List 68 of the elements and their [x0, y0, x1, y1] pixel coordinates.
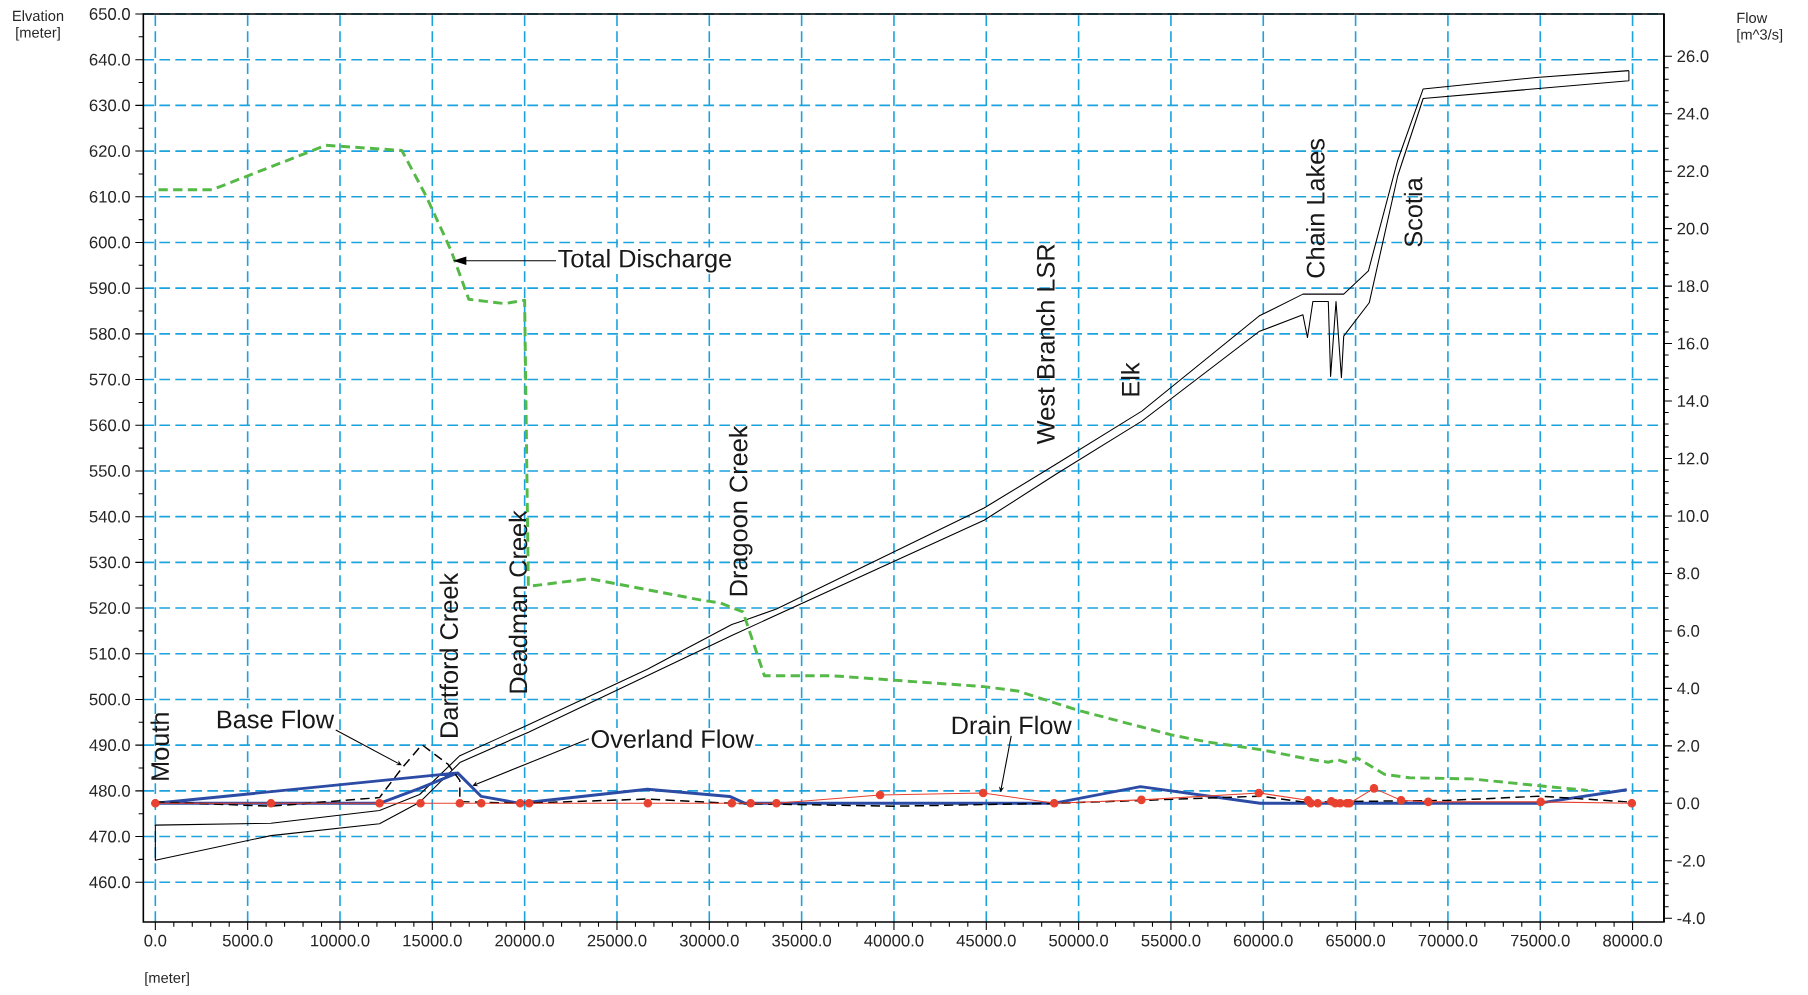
- y-tick-label: 610.0: [89, 190, 130, 203]
- y-tick-label: 460.0: [89, 876, 130, 889]
- y-tick-label: 510.0: [89, 647, 130, 660]
- y2-tick-label: 24.0: [1677, 107, 1709, 120]
- annotation: Deadman Creek: [508, 510, 528, 693]
- x-tick-label: 15000.0: [403, 934, 462, 947]
- annotation: Drain Flow: [952, 715, 1072, 735]
- annotation: Dartford Creek: [439, 572, 459, 737]
- y2-tick-label: 6.0: [1677, 625, 1700, 637]
- x-tick-label: 0.0: [144, 934, 167, 947]
- x-tick-label: 70000.0: [1418, 934, 1478, 947]
- y2-tick-label: 8.0: [1677, 567, 1700, 580]
- annotation: Dragoon Creek: [728, 425, 753, 596]
- y-tick-label: 650.0: [89, 8, 130, 20]
- x-tick-label: 40000.0: [864, 934, 924, 947]
- y2-tick-label: 14.0: [1677, 395, 1709, 407]
- x-tick-label: 75000.0: [1510, 934, 1570, 947]
- annotation: Base Flow: [217, 709, 335, 729]
- y-tick-label: 640.0: [89, 53, 130, 66]
- y2-tick-label: 20.0: [1677, 222, 1709, 235]
- y2-tick-label: 4.0: [1677, 682, 1700, 695]
- y-tick-label: 490.0: [89, 739, 130, 752]
- x-axis-title: [meter]: [145, 972, 189, 986]
- x-tick-label: 45000.0: [956, 934, 1016, 947]
- x-tick-label: 50000.0: [1049, 934, 1109, 947]
- y-tick-label: 480.0: [89, 784, 130, 797]
- x-tick-label: 20000.0: [495, 934, 555, 947]
- y-tick-label: 620.0: [89, 145, 130, 157]
- y-axis-title: Elvation [meter]: [13, 10, 64, 41]
- x-tick-label: 30000.0: [679, 934, 739, 947]
- y-tick-label: 560.0: [89, 419, 130, 432]
- y2-tick-label: 10.0: [1677, 510, 1709, 522]
- y-tick-label: 470.0: [89, 830, 130, 843]
- y-tick-label: 570.0: [89, 373, 130, 386]
- annotation: Chain Lakes: [1306, 138, 1325, 278]
- y-tick-label: 500.0: [89, 693, 130, 706]
- y-tick-label: 540.0: [89, 510, 130, 523]
- y2-tick-label: 16.0: [1677, 337, 1709, 350]
- x-tick-label: 35000.0: [772, 934, 832, 947]
- y-tick-label: 590.0: [89, 282, 130, 295]
- y2-tick-label: 22.0: [1677, 165, 1709, 178]
- y2-tick-label: 26.0: [1677, 50, 1709, 63]
- y-tick-label: 600.0: [89, 236, 130, 249]
- y2-tick-label: 2.0: [1677, 739, 1700, 752]
- y-tick-label: 630.0: [89, 99, 130, 112]
- annotation: Mouth: [150, 713, 170, 780]
- y2-tick-label: -2.0: [1677, 854, 1705, 867]
- y2-tick-label: -4.0: [1677, 912, 1705, 925]
- x-tick-label: 5000.0: [222, 934, 273, 947]
- x-tick-label: 60000.0: [1233, 934, 1293, 947]
- y-tick-label: 580.0: [89, 327, 130, 340]
- annotation: Overland Flow: [591, 729, 754, 749]
- y-tick-label: 530.0: [89, 556, 130, 569]
- x-tick-label: 65000.0: [1326, 934, 1386, 947]
- y-tick-label: 550.0: [89, 465, 130, 477]
- y-tick-label: 520.0: [89, 602, 130, 614]
- annotation: Total Discharge: [558, 248, 732, 273]
- y2-tick-label: 18.0: [1677, 280, 1709, 293]
- annotation: Elk: [1121, 362, 1140, 396]
- y2-axis-title: Flow [m^3/s]: [1737, 12, 1783, 43]
- x-tick-label: 25000.0: [587, 934, 647, 947]
- x-tick-label: 10000.0: [311, 934, 370, 947]
- annotation: Scotia: [1403, 177, 1423, 247]
- x-tick-label: 80000.0: [1603, 934, 1663, 947]
- x-tick-label: 55000.0: [1141, 934, 1201, 947]
- y2-tick-label: 12.0: [1677, 452, 1709, 465]
- annotation: West Branch LSR: [1036, 244, 1055, 445]
- y2-tick-label: 0.0: [1677, 797, 1700, 810]
